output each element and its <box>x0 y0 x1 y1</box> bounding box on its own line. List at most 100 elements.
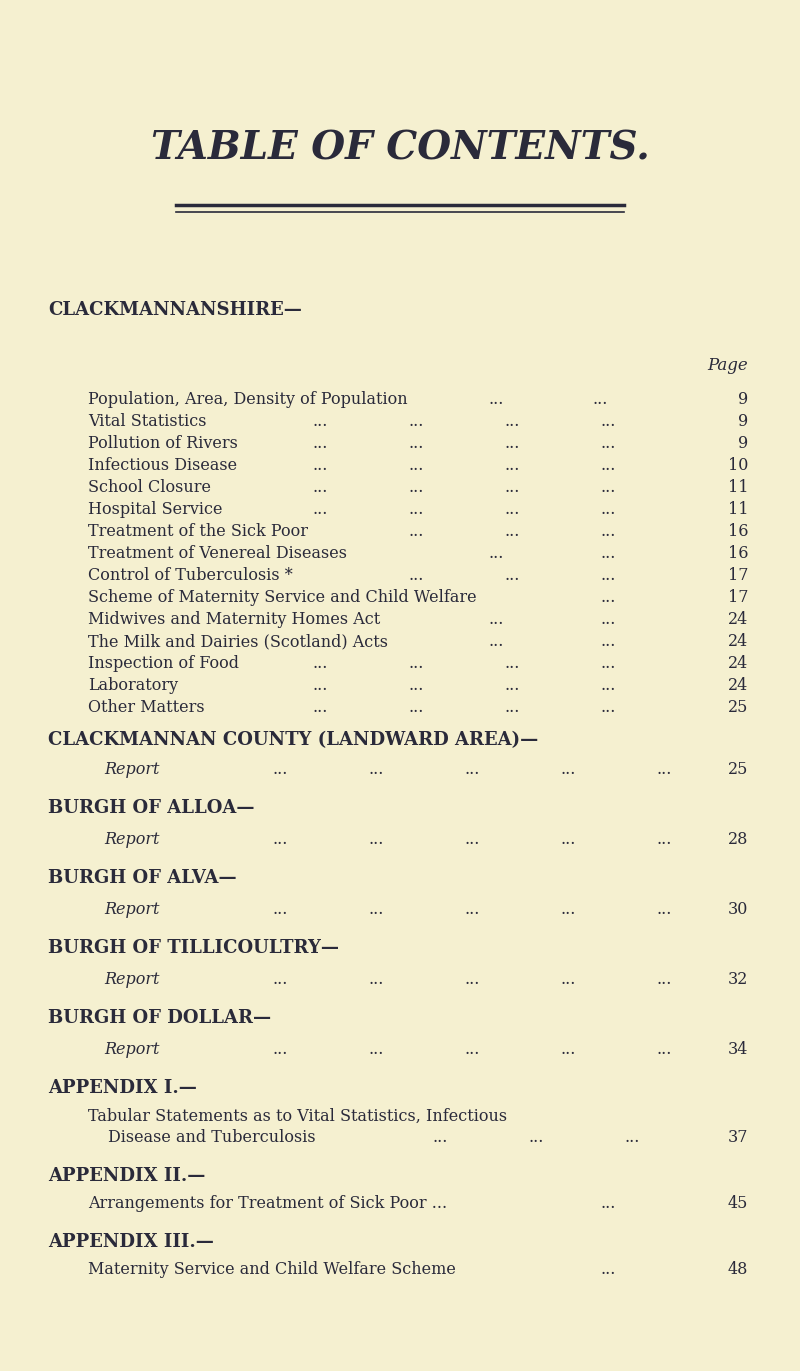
Text: ...: ... <box>600 633 616 650</box>
Text: ...: ... <box>312 699 328 717</box>
Text: Report: Report <box>104 761 159 779</box>
Text: ...: ... <box>408 414 424 430</box>
Text: ...: ... <box>464 972 480 988</box>
Text: 34: 34 <box>728 1042 748 1058</box>
Text: 9: 9 <box>738 436 748 452</box>
Text: ...: ... <box>504 502 520 518</box>
Text: ...: ... <box>408 436 424 452</box>
Text: ...: ... <box>592 392 608 409</box>
Text: ...: ... <box>504 458 520 474</box>
Text: BURGH OF ALLOA—: BURGH OF ALLOA— <box>48 799 254 817</box>
Text: Treatment of the Sick Poor: Treatment of the Sick Poor <box>88 524 308 540</box>
Text: APPENDIX I.—: APPENDIX I.— <box>48 1079 197 1097</box>
Text: ...: ... <box>600 1196 616 1212</box>
Text: ...: ... <box>408 458 424 474</box>
Text: 45: 45 <box>728 1196 748 1212</box>
Text: 16: 16 <box>727 546 748 562</box>
Text: ...: ... <box>368 902 384 919</box>
Text: ...: ... <box>600 458 616 474</box>
Text: BURGH OF ALVA—: BURGH OF ALVA— <box>48 869 237 887</box>
Text: ...: ... <box>368 972 384 988</box>
Text: ...: ... <box>368 831 384 849</box>
Text: Disease and Tuberculosis: Disease and Tuberculosis <box>108 1130 316 1146</box>
Text: ...: ... <box>408 699 424 717</box>
Text: ...: ... <box>464 761 480 779</box>
Text: ...: ... <box>560 1042 576 1058</box>
Text: ...: ... <box>600 655 616 673</box>
Text: Report: Report <box>104 831 159 849</box>
Text: ...: ... <box>504 436 520 452</box>
Text: Control of Tuberculosis *: Control of Tuberculosis * <box>88 568 293 584</box>
Text: Scheme of Maternity Service and Child Welfare: Scheme of Maternity Service and Child We… <box>88 590 477 606</box>
Text: TABLE OF CONTENTS.: TABLE OF CONTENTS. <box>150 129 650 167</box>
Text: ...: ... <box>600 546 616 562</box>
Text: Population, Area, Density of Population: Population, Area, Density of Population <box>88 392 408 409</box>
Text: 37: 37 <box>727 1130 748 1146</box>
Text: 17: 17 <box>727 590 748 606</box>
Text: ...: ... <box>408 655 424 673</box>
Text: APPENDIX II.—: APPENDIX II.— <box>48 1167 206 1185</box>
Text: ...: ... <box>504 524 520 540</box>
Text: Tabular Statements as to Vital Statistics, Infectious: Tabular Statements as to Vital Statistic… <box>88 1108 507 1124</box>
Text: 11: 11 <box>727 502 748 518</box>
Text: ...: ... <box>488 546 504 562</box>
Text: ...: ... <box>504 655 520 673</box>
Text: 17: 17 <box>727 568 748 584</box>
Text: ...: ... <box>600 568 616 584</box>
Text: Report: Report <box>104 972 159 988</box>
Text: ...: ... <box>312 414 328 430</box>
Text: BURGH OF DOLLAR—: BURGH OF DOLLAR— <box>48 1009 271 1027</box>
Text: ...: ... <box>312 677 328 695</box>
Text: ...: ... <box>312 502 328 518</box>
Text: ...: ... <box>312 655 328 673</box>
Text: ...: ... <box>408 524 424 540</box>
Text: ...: ... <box>600 677 616 695</box>
Text: ...: ... <box>408 502 424 518</box>
Text: ...: ... <box>528 1130 544 1146</box>
Text: ...: ... <box>504 699 520 717</box>
Text: ...: ... <box>560 831 576 849</box>
Text: ...: ... <box>504 480 520 496</box>
Text: ...: ... <box>272 1042 288 1058</box>
Text: 28: 28 <box>728 831 748 849</box>
Text: ...: ... <box>560 902 576 919</box>
Text: ...: ... <box>600 436 616 452</box>
Text: ...: ... <box>600 414 616 430</box>
Text: ...: ... <box>488 611 504 628</box>
Text: Report: Report <box>104 902 159 919</box>
Text: Treatment of Venereal Diseases: Treatment of Venereal Diseases <box>88 546 347 562</box>
Text: 9: 9 <box>738 414 748 430</box>
Text: ...: ... <box>312 458 328 474</box>
Text: ...: ... <box>600 699 616 717</box>
Text: ...: ... <box>600 1261 616 1279</box>
Text: ...: ... <box>656 1042 672 1058</box>
Text: ...: ... <box>504 677 520 695</box>
Text: CLACKMANNAN COUNTY (LANDWARD AREA)—: CLACKMANNAN COUNTY (LANDWARD AREA)— <box>48 731 538 749</box>
Text: ...: ... <box>488 633 504 650</box>
Text: Arrangements for Treatment of Sick Poor ...: Arrangements for Treatment of Sick Poor … <box>88 1196 447 1212</box>
Text: Other Matters: Other Matters <box>88 699 205 717</box>
Text: Page: Page <box>707 356 748 373</box>
Text: ...: ... <box>560 972 576 988</box>
Text: ...: ... <box>600 611 616 628</box>
Text: ...: ... <box>656 761 672 779</box>
Text: 24: 24 <box>728 611 748 628</box>
Text: ...: ... <box>272 902 288 919</box>
Text: 24: 24 <box>728 633 748 650</box>
Text: Laboratory: Laboratory <box>88 677 178 695</box>
Text: ...: ... <box>600 502 616 518</box>
Text: ...: ... <box>368 1042 384 1058</box>
Text: ...: ... <box>560 761 576 779</box>
Text: ...: ... <box>408 677 424 695</box>
Text: ...: ... <box>488 392 504 409</box>
Text: ...: ... <box>408 480 424 496</box>
Text: ...: ... <box>464 902 480 919</box>
Text: 25: 25 <box>728 699 748 717</box>
Text: ...: ... <box>656 902 672 919</box>
Text: 32: 32 <box>728 972 748 988</box>
Text: ...: ... <box>272 761 288 779</box>
Text: BURGH OF TILLICOULTRY—: BURGH OF TILLICOULTRY— <box>48 939 339 957</box>
Text: ...: ... <box>656 831 672 849</box>
Text: ...: ... <box>312 480 328 496</box>
Text: ...: ... <box>504 568 520 584</box>
